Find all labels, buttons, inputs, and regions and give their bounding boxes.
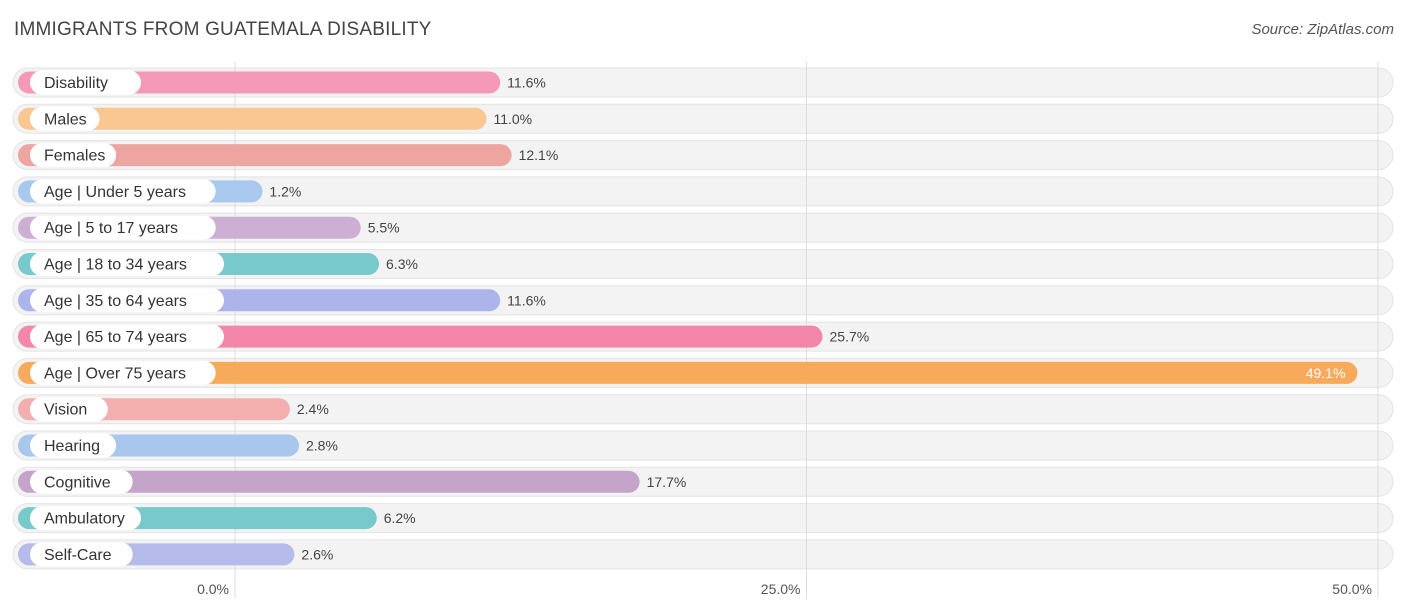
value-label: 6.3% xyxy=(386,256,418,272)
category-label-pill xyxy=(30,70,141,95)
category-label-pill xyxy=(30,288,224,313)
value-label: 2.6% xyxy=(301,546,333,562)
category-label-pill xyxy=(30,397,108,422)
category-label: Age | 18 to 34 years xyxy=(44,257,187,274)
value-label: 2.4% xyxy=(297,401,329,417)
category-label: Self-Care xyxy=(44,547,112,564)
category-label-pill xyxy=(30,215,216,240)
value-label: 1.2% xyxy=(269,183,301,199)
category-label-pill xyxy=(30,506,141,531)
value-label: 11.6% xyxy=(507,75,546,91)
category-label: Age | 35 to 64 years xyxy=(44,293,187,310)
x-tick-label: 25.0% xyxy=(761,581,801,597)
category-label-pill xyxy=(30,469,133,494)
value-label: 11.6% xyxy=(507,292,546,308)
category-label-pill xyxy=(30,360,216,385)
bar-males xyxy=(18,107,487,130)
row-track xyxy=(12,539,1394,570)
bar-females xyxy=(18,144,512,167)
category-label-pill xyxy=(30,106,100,131)
value-label: 17.7% xyxy=(647,474,687,490)
category-label: Age | Under 5 years xyxy=(44,184,186,201)
category-label-pill xyxy=(30,143,117,168)
bar-cognitive xyxy=(18,470,640,493)
bars: Disability 11.6% Males 11.0% Females 12.1% Age… xyxy=(18,70,1358,567)
row-track xyxy=(12,430,1394,461)
value-label: 11.0% xyxy=(493,111,532,127)
category-label: Age | 65 to 74 years xyxy=(44,329,187,346)
value-label: 6.2% xyxy=(384,510,416,526)
category-label-pill xyxy=(30,542,133,567)
category-label: Males xyxy=(44,111,87,128)
value-label: 2.8% xyxy=(306,438,338,454)
category-label-pill xyxy=(30,433,117,458)
value-label: 5.5% xyxy=(368,220,400,236)
row-track xyxy=(12,176,1394,207)
category-label: Vision xyxy=(44,402,87,419)
category-label: Age | 5 to 17 years xyxy=(44,220,178,237)
category-label: Females xyxy=(44,148,105,165)
category-label: Ambulatory xyxy=(44,511,125,528)
category-label: Age | Over 75 years xyxy=(44,365,186,382)
value-label: 25.7% xyxy=(830,329,870,345)
category-label: Hearing xyxy=(44,438,100,455)
x-tick-label: 50.0% xyxy=(1332,581,1372,597)
category-label: Disability xyxy=(44,75,108,92)
chart-source: Source: ZipAtlas.com xyxy=(1251,21,1394,38)
row-track xyxy=(12,394,1394,425)
category-label-pill xyxy=(30,252,224,276)
value-label: 12.1% xyxy=(519,147,559,163)
x-tick-label: 0.0% xyxy=(197,581,229,597)
category-label-pill xyxy=(30,179,216,204)
row-tracks xyxy=(12,67,1394,570)
chart-title: IMMIGRANTS FROM GUATEMALA DISABILITY xyxy=(14,19,432,40)
category-label: Cognitive xyxy=(44,474,111,491)
value-label: 49.1% xyxy=(1306,365,1346,381)
bar-age-over-75-years xyxy=(18,361,1358,384)
category-label-pill xyxy=(30,324,224,349)
